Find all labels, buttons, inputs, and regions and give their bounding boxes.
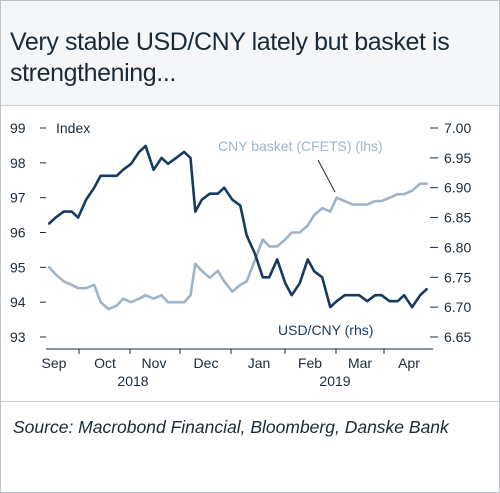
x-axis-month-label: Oct	[94, 355, 116, 371]
usd-cny-line	[47, 144, 428, 309]
left-axis-tick-label: 99	[10, 120, 26, 136]
title-divider	[1, 105, 499, 106]
source-divider	[1, 401, 499, 402]
right-axis-tick-label: 6.95	[444, 150, 471, 166]
chart-title: Very stable USD/CNY lately but basket is…	[10, 28, 450, 87]
x-axis-month-label: Jan	[248, 355, 271, 371]
right-axis-tick-label: 6.75	[444, 269, 471, 285]
cny-basket-line	[47, 182, 428, 311]
x-axis-month-label: Apr	[398, 355, 420, 371]
x-axis-month-label: Mar	[348, 355, 372, 371]
annotations: CNY basket (CFETS) (lhs) USD/CNY (rhs)	[218, 138, 383, 338]
right-axis-tick-label: 6.65	[444, 329, 471, 345]
x-axis-month-label: Dec	[194, 355, 219, 371]
left-axis-tick-label: 96	[10, 225, 26, 241]
x-axis: Sep Oct Nov Dec Jan Feb Mar Apr 2018 2019	[42, 348, 433, 389]
x-axis-month-label: Nov	[142, 355, 167, 371]
chart-source: Source: Macrobond Financial, Bloomberg, …	[13, 417, 449, 437]
cny-basket-label: CNY basket (CFETS) (lhs)	[218, 138, 383, 154]
series-layer	[47, 144, 428, 311]
right-axis-tick-label: 6.70	[444, 299, 471, 315]
usd-cny-label: USD/CNY (rhs)	[278, 322, 373, 338]
right-axis-tick-label: 6.80	[444, 239, 471, 255]
left-axis-tick-label: 98	[10, 155, 26, 171]
right-axis-tick-label: 7.00	[444, 120, 471, 136]
x-axis-month-label: Feb	[298, 355, 322, 371]
left-axis-tick-label: 93	[10, 329, 26, 345]
x-axis-year-label: 2018	[117, 373, 148, 389]
title-background	[1, 1, 499, 106]
left-axis-tick-label: 94	[10, 294, 26, 310]
left-axis-unit-label: Index	[56, 120, 90, 136]
right-axis-tick-label: 6.85	[444, 210, 471, 226]
right-axis-tick-label: 6.90	[444, 180, 471, 196]
x-axis-month-label: Sep	[42, 355, 67, 371]
x-axis-year-label: 2019	[319, 373, 350, 389]
left-axis-tick-label: 95	[10, 259, 26, 275]
left-axis-tick-label: 97	[10, 190, 26, 206]
cny-basket-pointer	[317, 159, 336, 193]
left-axis: 99 98 97 96 95 94 93 Index	[10, 120, 90, 345]
right-axis: 7.00 6.95 6.90 6.85 6.80 6.75 6.70 6.65	[430, 120, 471, 345]
